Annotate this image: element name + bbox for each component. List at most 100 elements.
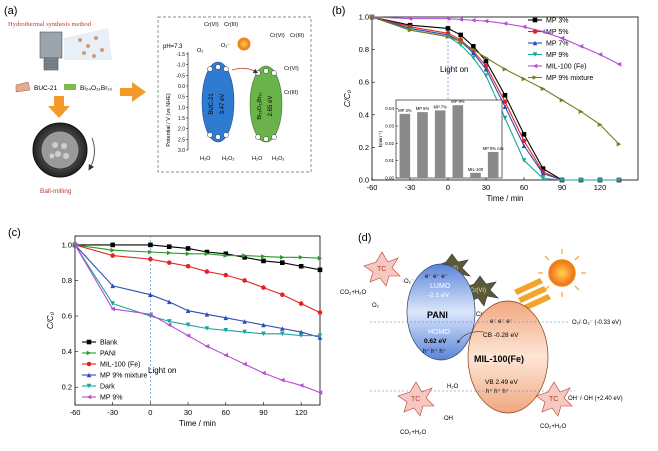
legend-marker xyxy=(532,17,538,23)
data-point xyxy=(445,34,451,39)
data-point xyxy=(597,52,603,57)
data-point xyxy=(166,299,172,305)
species-crvi-1: Cr(VI) xyxy=(204,22,219,28)
species-criii-1: Cr(III) xyxy=(224,22,238,28)
y-tick-label: 0.2 xyxy=(359,143,369,152)
x-tick-label: 0 xyxy=(446,183,450,192)
data-point xyxy=(521,158,527,163)
data-point xyxy=(578,109,584,114)
series-5 xyxy=(369,14,622,147)
cb-to-homo-arrow xyxy=(457,331,485,344)
data-point xyxy=(261,258,266,264)
series-4 xyxy=(369,14,622,67)
x-tick-label: 30 xyxy=(184,408,192,417)
pani-holes: h⁺ h⁺ h⁺ xyxy=(423,348,446,355)
potential-tick-label: 1.0 xyxy=(178,105,185,111)
x-tick-label: 0 xyxy=(148,408,152,417)
h2o-label: H₂O xyxy=(447,384,459,390)
potential-tick-label: 0.5 xyxy=(178,95,185,101)
x-tick-label: 120 xyxy=(295,408,308,417)
lumo-label: LUMO xyxy=(430,283,451,290)
legend-entry: MP 5% xyxy=(546,29,568,36)
y-tick-label: 1.0 xyxy=(62,240,72,249)
data-point xyxy=(521,132,527,137)
data-point xyxy=(185,333,191,338)
data-point xyxy=(471,17,476,23)
data-point xyxy=(483,55,489,61)
data-point xyxy=(280,255,285,260)
x-tick-label: 60 xyxy=(222,408,230,417)
data-point xyxy=(185,322,191,328)
potential-tick-label: -1.5 xyxy=(176,52,185,58)
data-point xyxy=(483,18,489,24)
light-on-label: Light on xyxy=(440,65,468,74)
y-axis-label: C/C₀ xyxy=(343,89,352,107)
series-line xyxy=(74,244,321,259)
legend-marker xyxy=(86,350,92,356)
data-point xyxy=(242,319,247,324)
chart-c: -60 -30 0 30 60 90 120 0.2 0.4 0.6 0.8 1.0 Time / mi… xyxy=(46,235,323,428)
light-beams xyxy=(514,278,551,311)
species-h2o-1: H₂O xyxy=(200,156,211,162)
data-point xyxy=(540,176,546,181)
data-point xyxy=(540,86,546,92)
co2-label-right: CO₂+H₂O xyxy=(540,424,566,430)
data-point xyxy=(204,311,210,317)
data-point xyxy=(521,138,527,144)
bi-swatch xyxy=(64,84,76,90)
data-point xyxy=(317,255,323,261)
species-h2o2-1: H₂O₂ xyxy=(222,156,235,162)
light-on-label: Light on xyxy=(148,366,176,375)
data-point xyxy=(483,66,489,72)
data-point xyxy=(223,327,229,333)
data-point xyxy=(204,251,210,257)
data-point xyxy=(204,326,210,331)
tc-label-left: TC xyxy=(411,396,420,403)
buc21-label: BUC-21 xyxy=(34,85,58,92)
inset-bar xyxy=(452,105,464,178)
x-axis-label: Time / min xyxy=(486,194,523,203)
data-point xyxy=(445,16,451,21)
co2-label-left: CO₂+H₂O xyxy=(400,430,426,436)
legend-marker xyxy=(86,394,92,400)
crvi-label-right: Cr(VI) xyxy=(470,288,486,294)
data-point xyxy=(298,255,304,260)
o2-level-label: O₂/·O₂⁻ (-0.33 eV) xyxy=(572,320,621,326)
data-point xyxy=(261,322,266,328)
electron-transfer-arrow xyxy=(231,68,259,74)
y-tick-label: 0.2 xyxy=(62,383,72,392)
data-point xyxy=(540,29,546,34)
data-point xyxy=(242,255,247,260)
series-line xyxy=(74,244,321,313)
data-point xyxy=(166,244,172,249)
species-crvi-3: Cr(VI) xyxy=(284,66,299,72)
mil-label: MIL-100(Fe) xyxy=(474,354,524,364)
legend-marker xyxy=(86,383,92,389)
data-point xyxy=(185,263,191,269)
data-point xyxy=(502,99,508,105)
x-tick-label: -30 xyxy=(405,183,416,192)
tc-burst-right-icon xyxy=(535,381,573,417)
ball-milling-label: Ball-milling xyxy=(40,188,72,195)
data-point xyxy=(298,383,304,388)
inset-y-tick-label: 0.04 xyxy=(385,106,394,111)
data-point xyxy=(166,322,172,328)
pani-label: PANI xyxy=(427,310,448,320)
pani-ellipse xyxy=(406,263,476,361)
inset-bar-label: MP 7% xyxy=(433,104,447,109)
data-point xyxy=(242,278,247,283)
data-point xyxy=(280,260,285,265)
inset-bar xyxy=(434,110,446,178)
data-point xyxy=(458,39,463,44)
data-point xyxy=(445,26,451,31)
data-point xyxy=(204,249,210,255)
species-crvi-2: Cr(VI) xyxy=(270,33,285,39)
inset-y-tick-label: 0.01 xyxy=(385,158,394,163)
legend-marker xyxy=(532,63,538,69)
pani-electrons: e⁻ e⁻ e⁻ xyxy=(425,274,448,280)
data-point xyxy=(559,177,565,183)
data-point xyxy=(72,242,78,248)
crystal-cluster-icon xyxy=(64,28,112,60)
data-point xyxy=(110,253,115,258)
data-point xyxy=(298,329,304,335)
